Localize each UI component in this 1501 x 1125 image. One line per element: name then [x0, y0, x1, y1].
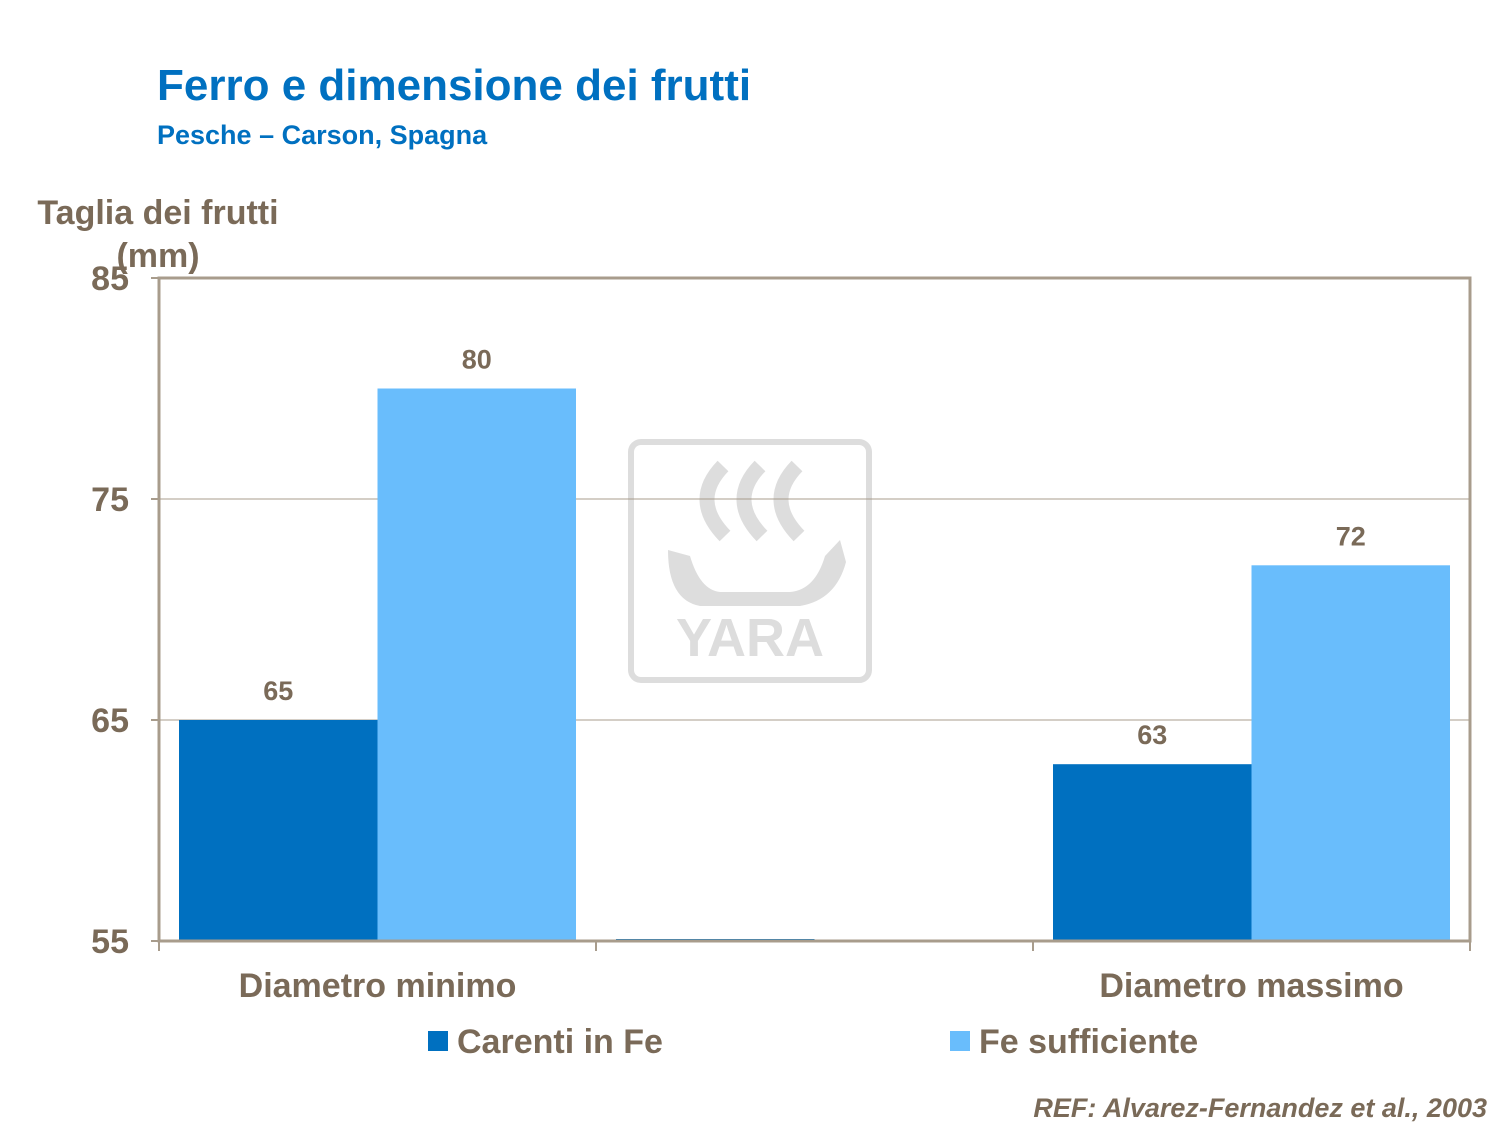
bar — [377, 388, 576, 941]
plot-border — [157, 276, 1472, 943]
data-label: 72 — [1336, 521, 1366, 551]
reference-note: REF: Alvarez-Fernandez et al., 2003 — [1033, 1093, 1487, 1123]
y-tick-label: 75 — [91, 481, 129, 519]
y-tick-label: 55 — [91, 923, 129, 961]
y-axis-label: Taglia dei frutti (mm) — [37, 194, 279, 275]
yara-logo-icon: YARA — [628, 439, 872, 683]
chart-subtitle: Pesche – Carson, Spagna — [157, 120, 488, 150]
data-label: 80 — [462, 345, 492, 375]
bar — [179, 720, 378, 941]
legend-swatch — [428, 1031, 448, 1051]
bar — [1251, 565, 1450, 941]
data-label: 65 — [263, 676, 293, 706]
legend-swatch — [950, 1031, 970, 1051]
y-tick-label: 85 — [91, 260, 129, 298]
y-tick-label: 65 — [91, 702, 129, 740]
legend-label: Fe sufficiente — [979, 1023, 1198, 1061]
watermark-text: YARA — [676, 608, 824, 668]
x-category-label: Diametro massimo — [1099, 967, 1403, 1005]
x-category-label: Diametro minimo — [239, 967, 517, 1005]
bar — [1053, 764, 1252, 941]
chart-title: Ferro e dimensione dei frutti — [157, 61, 752, 110]
legend-label: Carenti in Fe — [457, 1023, 663, 1061]
data-label: 63 — [1137, 720, 1167, 750]
